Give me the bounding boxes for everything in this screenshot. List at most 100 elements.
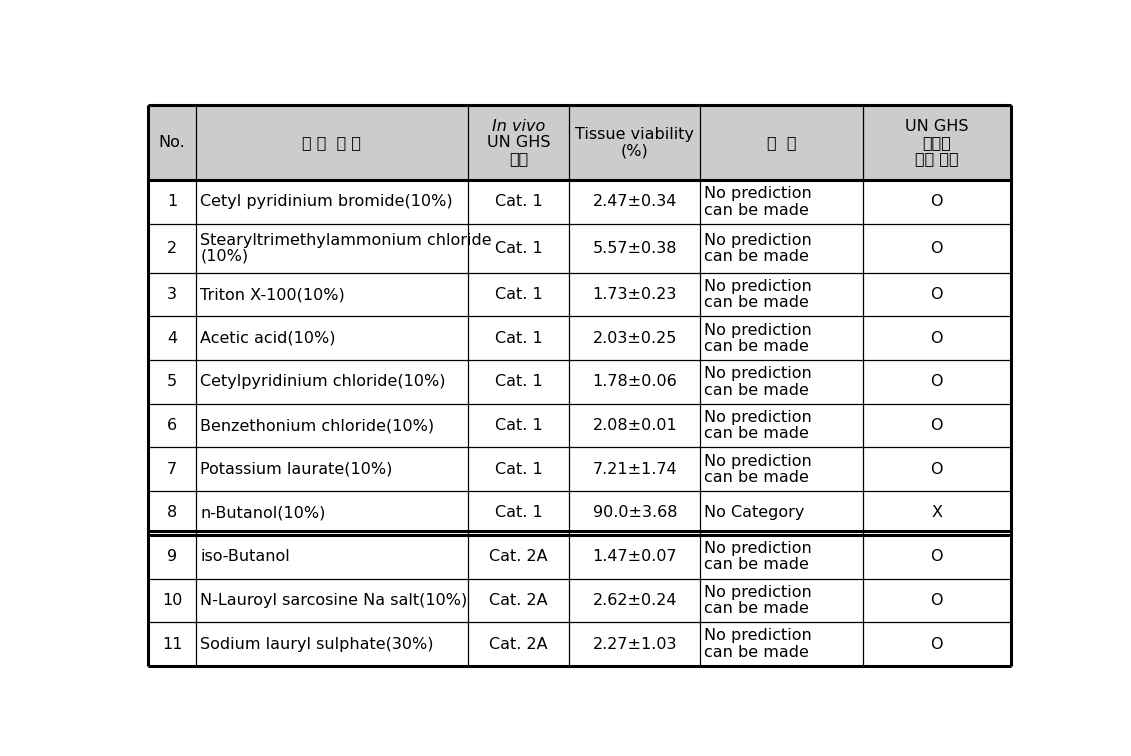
- Text: No Category: No Category: [703, 506, 804, 520]
- Text: 10: 10: [162, 593, 182, 608]
- Text: No.: No.: [158, 135, 185, 150]
- Text: No prediction: No prediction: [703, 233, 812, 248]
- Text: 2.62±0.24: 2.62±0.24: [593, 593, 677, 608]
- Text: 시 험  물 질: 시 험 물 질: [302, 135, 361, 150]
- Text: n-Butanol(10%): n-Butanol(10%): [200, 506, 326, 520]
- Text: Sodium lauryl sulphate(30%): Sodium lauryl sulphate(30%): [200, 637, 433, 652]
- Text: Acetic acid(10%): Acetic acid(10%): [200, 331, 336, 345]
- Text: Triton X-100(10%): Triton X-100(10%): [200, 287, 345, 302]
- Text: Cat. 1: Cat. 1: [494, 462, 542, 477]
- Text: can be made: can be made: [703, 249, 809, 264]
- Text: Cat. 1: Cat. 1: [494, 240, 542, 256]
- Bar: [148, 224, 1011, 273]
- Text: can be made: can be made: [703, 296, 809, 310]
- Text: Cat. 2A: Cat. 2A: [489, 549, 547, 564]
- Text: can be made: can be made: [703, 203, 809, 218]
- Text: (10%): (10%): [200, 249, 249, 264]
- Text: O: O: [931, 418, 943, 433]
- Text: 1.78±0.06: 1.78±0.06: [593, 374, 677, 389]
- Text: 3: 3: [167, 287, 178, 302]
- Text: 2.03±0.25: 2.03±0.25: [593, 331, 677, 345]
- Text: Cat. 1: Cat. 1: [494, 194, 542, 209]
- Text: N-Lauroyl sarcosine Na salt(10%): N-Lauroyl sarcosine Na salt(10%): [200, 593, 467, 608]
- Text: 일치 여부: 일치 여부: [915, 151, 959, 166]
- Bar: [148, 448, 1011, 491]
- Text: iso-Butanol: iso-Butanol: [200, 549, 290, 564]
- Text: No prediction: No prediction: [703, 454, 812, 469]
- Text: can be made: can be made: [703, 426, 809, 442]
- Text: O: O: [931, 549, 943, 564]
- Text: 2: 2: [167, 240, 178, 256]
- Text: 5.57±0.38: 5.57±0.38: [593, 240, 677, 256]
- Text: 2.47±0.34: 2.47±0.34: [593, 194, 677, 209]
- Text: 6: 6: [167, 418, 178, 433]
- Text: UN GHS: UN GHS: [486, 135, 550, 150]
- Text: Cat. 2A: Cat. 2A: [489, 637, 547, 652]
- Text: Benzethonium chloride(10%): Benzethonium chloride(10%): [200, 418, 434, 433]
- Text: can be made: can be made: [703, 339, 809, 354]
- Text: Cat. 1: Cat. 1: [494, 506, 542, 520]
- Text: can be made: can be made: [703, 470, 809, 485]
- Text: Cat. 1: Cat. 1: [494, 287, 542, 302]
- Text: Cat. 1: Cat. 1: [494, 418, 542, 433]
- Text: Tissue viability: Tissue viability: [576, 127, 694, 142]
- Text: O: O: [931, 194, 943, 209]
- Text: O: O: [931, 637, 943, 652]
- Text: No prediction: No prediction: [703, 410, 812, 425]
- Text: No prediction: No prediction: [703, 323, 812, 338]
- Text: No prediction: No prediction: [703, 367, 812, 381]
- Text: 2.08±0.01: 2.08±0.01: [593, 418, 677, 433]
- Text: O: O: [931, 331, 943, 345]
- Text: O: O: [931, 240, 943, 256]
- Text: 7.21±1.74: 7.21±1.74: [593, 462, 677, 477]
- Text: 9: 9: [167, 549, 178, 564]
- Bar: [148, 273, 1011, 317]
- Text: 4: 4: [167, 331, 178, 345]
- Text: In vivo: In vivo: [492, 119, 545, 134]
- Text: can be made: can be made: [703, 601, 809, 616]
- Text: (%): (%): [621, 144, 649, 158]
- Bar: [148, 404, 1011, 448]
- Bar: [148, 317, 1011, 360]
- Text: No prediction: No prediction: [703, 541, 812, 556]
- Text: No prediction: No prediction: [703, 584, 812, 600]
- Text: No prediction: No prediction: [703, 628, 812, 643]
- Bar: [148, 622, 1011, 666]
- Text: Cat. 2A: Cat. 2A: [489, 593, 547, 608]
- Text: 90.0±3.68: 90.0±3.68: [593, 506, 677, 520]
- Text: 5: 5: [167, 374, 178, 389]
- Text: O: O: [931, 462, 943, 477]
- Text: Cetylpyridinium chloride(10%): Cetylpyridinium chloride(10%): [200, 374, 446, 389]
- Text: Cetyl pyridinium bromide(10%): Cetyl pyridinium bromide(10%): [200, 194, 452, 209]
- Text: 8: 8: [167, 506, 178, 520]
- Text: O: O: [931, 593, 943, 608]
- Text: UN GHS: UN GHS: [905, 119, 968, 134]
- Bar: [148, 491, 1011, 534]
- Text: 2.27±1.03: 2.27±1.03: [593, 637, 677, 652]
- Text: 1: 1: [167, 194, 178, 209]
- Bar: [148, 180, 1011, 224]
- Text: Stearyltrimethylammonium chloride: Stearyltrimethylammonium chloride: [200, 233, 492, 248]
- Text: No prediction: No prediction: [703, 279, 812, 294]
- Text: 분류와: 분류와: [922, 135, 951, 150]
- Text: 1.47±0.07: 1.47±0.07: [593, 549, 677, 564]
- Bar: [148, 578, 1011, 622]
- Text: X: X: [931, 506, 942, 520]
- Text: O: O: [931, 374, 943, 389]
- Text: Potassium laurate(10%): Potassium laurate(10%): [200, 462, 392, 477]
- Text: Cat. 1: Cat. 1: [494, 374, 542, 389]
- Text: 판  정: 판 정: [767, 135, 796, 150]
- Text: can be made: can be made: [703, 383, 809, 398]
- Text: can be made: can be made: [703, 645, 809, 660]
- Text: 분류: 분류: [509, 151, 528, 166]
- Text: 1.73±0.23: 1.73±0.23: [593, 287, 677, 302]
- Bar: [148, 534, 1011, 578]
- Bar: [148, 105, 1011, 180]
- Text: 7: 7: [167, 462, 178, 477]
- Text: 11: 11: [162, 637, 182, 652]
- Text: O: O: [931, 287, 943, 302]
- Text: can be made: can be made: [703, 557, 809, 572]
- Bar: [148, 360, 1011, 404]
- Text: Cat. 1: Cat. 1: [494, 331, 542, 345]
- Text: No prediction: No prediction: [703, 186, 812, 201]
